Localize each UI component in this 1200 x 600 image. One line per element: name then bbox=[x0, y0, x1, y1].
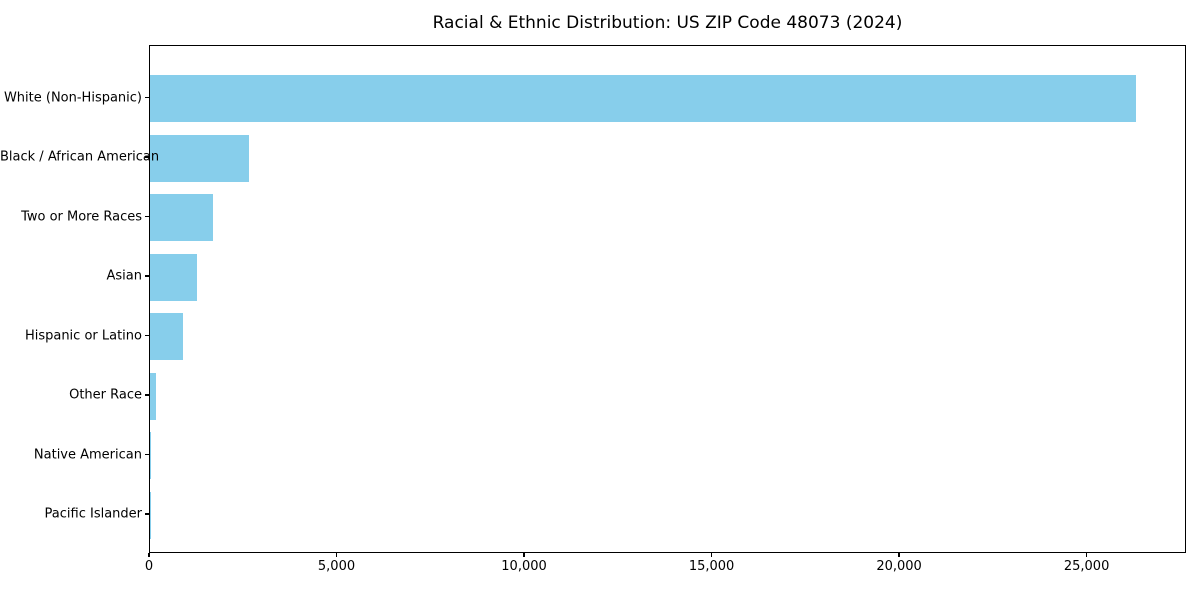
x-tick-label: 0 bbox=[144, 559, 154, 574]
y-tick bbox=[145, 513, 149, 515]
y-tick-label: Asian bbox=[106, 268, 142, 284]
x-tick bbox=[523, 553, 525, 557]
y-tick-label: Two or More Races bbox=[21, 209, 142, 224]
x-tick bbox=[710, 553, 713, 557]
bar bbox=[150, 75, 1137, 122]
x-tick-label: 15,000 bbox=[688, 559, 735, 574]
x-tick-label: 20,000 bbox=[876, 559, 922, 574]
bar bbox=[150, 372, 157, 420]
x-tick-label: 25,000 bbox=[1063, 559, 1110, 574]
y-tick-label: Pacific Islander bbox=[44, 506, 142, 522]
bar bbox=[150, 134, 250, 182]
y-tick-label: Black / African American bbox=[0, 149, 160, 165]
y-tick-label: Other Race bbox=[69, 387, 142, 403]
y-tick-label: Native American bbox=[33, 447, 142, 462]
plot-area bbox=[149, 45, 1186, 553]
x-tick-label: 10,000 bbox=[501, 559, 547, 574]
bar bbox=[150, 194, 213, 241]
bar bbox=[150, 313, 183, 360]
y-tick bbox=[145, 215, 149, 218]
bar bbox=[150, 432, 151, 479]
chart-title: Racial & Ethnic Distribution: US ZIP Cod… bbox=[432, 13, 903, 33]
y-tick bbox=[145, 334, 149, 337]
x-tick bbox=[1086, 553, 1088, 557]
y-tick bbox=[145, 96, 149, 99]
y-tick bbox=[145, 453, 149, 456]
bar bbox=[150, 253, 197, 301]
x-tick bbox=[148, 553, 150, 557]
x-tick-label: 5,000 bbox=[317, 559, 356, 574]
y-tick bbox=[145, 394, 149, 396]
y-tick bbox=[145, 156, 149, 158]
x-tick bbox=[335, 553, 338, 557]
y-tick-label: White (Non-Hispanic) bbox=[3, 90, 142, 105]
y-tick bbox=[145, 275, 149, 277]
y-tick-label: Hispanic or Latino bbox=[24, 328, 142, 343]
x-tick bbox=[898, 553, 900, 557]
